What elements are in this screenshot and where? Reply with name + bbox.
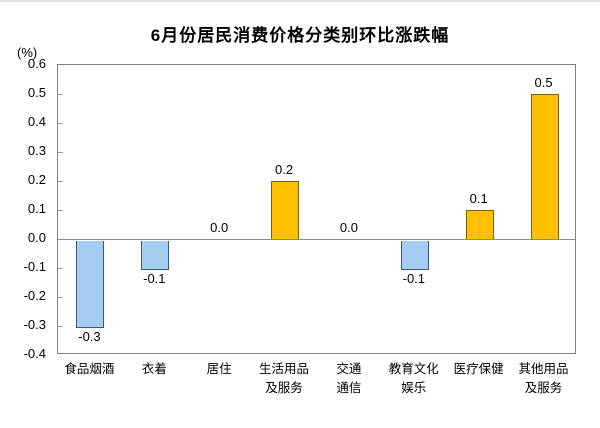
category-label: 衣着	[141, 362, 167, 376]
bar	[400, 240, 429, 270]
category-label: 教育文化 娱乐	[388, 362, 439, 395]
y-tick-label: -0.1	[23, 259, 46, 274]
y-tick-label: 0.6	[27, 56, 46, 71]
y-tick-mark	[58, 181, 63, 182]
bar	[76, 240, 105, 328]
y-tick-label: 0.5	[27, 85, 46, 100]
y-tick-label: 0.4	[27, 114, 46, 129]
plot-area	[57, 64, 576, 354]
bar-value-label: 0.2	[275, 162, 294, 177]
y-tick-mark	[58, 152, 63, 153]
y-tick-mark	[58, 326, 63, 327]
bar-value-label: 0.5	[534, 75, 553, 90]
zero-axis-line	[58, 239, 575, 240]
category-label: 生活用品 及服务	[259, 362, 310, 395]
y-tick-label: -0.2	[23, 288, 46, 303]
bar-value-label: -0.1	[143, 271, 166, 286]
y-tick-mark	[58, 210, 63, 211]
y-tick-label: 0.1	[27, 201, 46, 216]
bar-value-label: 0.0	[339, 220, 358, 235]
bar-value-label: -0.3	[78, 329, 101, 344]
y-tick-label: -0.4	[23, 346, 46, 361]
y-tick-mark	[58, 268, 63, 269]
category-label: 食品烟酒	[64, 362, 115, 376]
bar	[141, 240, 170, 270]
bar-value-label: -0.1	[402, 271, 426, 286]
bar-value-label: 0.1	[469, 191, 488, 206]
bar	[530, 94, 559, 239]
y-tick-label: 0.3	[27, 143, 46, 158]
bar	[271, 181, 300, 239]
category-label: 居住	[206, 362, 232, 376]
bar-value-label: 0.0	[210, 220, 229, 235]
x-axis-category-labels: 食品烟酒 衣着 居住 生活用品 及服务 交通 通信 教育文化 娱乐 医疗保健 其他用品 及服务	[57, 360, 576, 398]
category-label: 医疗保健	[453, 362, 504, 376]
y-tick-label: -0.3	[23, 317, 46, 332]
bar	[465, 210, 494, 239]
y-tick-mark	[58, 94, 63, 95]
y-tick-label: 0.2	[27, 172, 46, 187]
chart-title: 6月份居民消费价格分类别环比涨跌幅	[150, 26, 450, 45]
y-axis-unit-label: (%)	[17, 45, 38, 60]
y-tick-label: 0.0	[27, 230, 46, 245]
category-label: 交通 通信	[336, 362, 362, 395]
category-label: 其他用品 及服务	[518, 362, 569, 395]
y-tick-mark	[58, 123, 63, 124]
y-tick-mark	[58, 297, 63, 298]
